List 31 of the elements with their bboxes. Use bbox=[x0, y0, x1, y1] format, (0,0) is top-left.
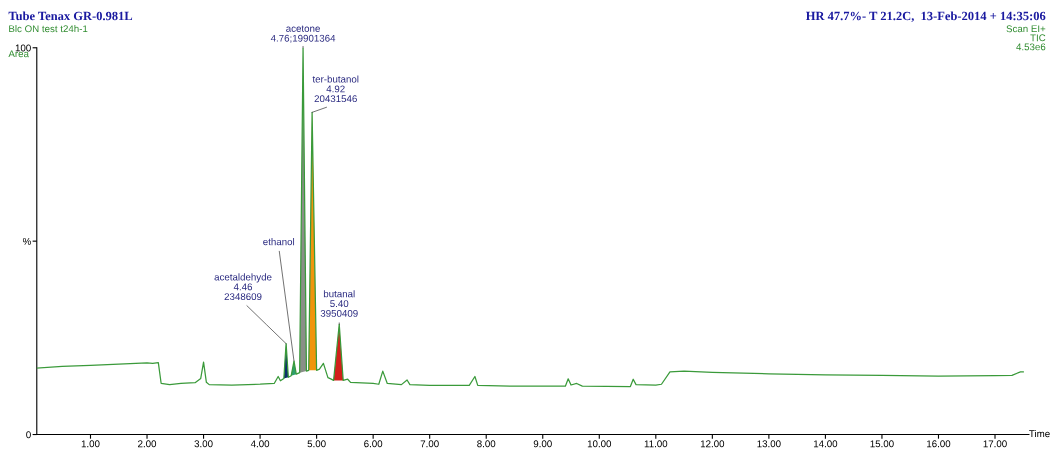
x-tick-label: 2.00 bbox=[138, 440, 157, 448]
annotation: Scan EI+ TIC 4.53e6 bbox=[1006, 25, 1046, 51]
x-tick-label: 13.00 bbox=[757, 440, 781, 448]
chart-subtitle: Blc ON test t24h-1 bbox=[9, 25, 88, 33]
x-tick-label: 9.00 bbox=[533, 440, 552, 448]
y-tick-label: 0 bbox=[26, 431, 31, 439]
x-tick-label: 15.00 bbox=[870, 440, 894, 448]
x-axis-title: Time bbox=[1029, 429, 1050, 438]
y-tick-label: % bbox=[22, 237, 31, 245]
x-tick-label: 14.00 bbox=[813, 440, 838, 448]
x-tick-label: 16.00 bbox=[927, 440, 951, 448]
annotation: ethanol bbox=[263, 238, 295, 246]
annotation: ter-butanol 4.92 20431546 bbox=[312, 75, 359, 103]
annotation: butanal 5.40 3950409 bbox=[320, 290, 358, 317]
x-tick-label: 8.00 bbox=[477, 440, 496, 448]
x-tick-label: 5.00 bbox=[307, 440, 326, 448]
annotation: acetone 4.76;19901364 bbox=[270, 25, 336, 43]
x-tick-label: 10.00 bbox=[587, 440, 612, 448]
x-tick-label: 1.00 bbox=[81, 440, 100, 448]
x-tick-label: 17.00 bbox=[983, 440, 1007, 448]
text: HR 47.7%- T 21.2C, 13-Feb-2014 + 14:35:06 bbox=[805, 11, 1046, 22]
chart-title: Tube Tenax GR-0.981L bbox=[8, 11, 133, 21]
x-tick-label: 3.00 bbox=[194, 440, 213, 448]
x-tick-label: 11.00 bbox=[644, 440, 668, 448]
x-tick-label: 12.00 bbox=[700, 440, 725, 448]
y-tick-label: 100 bbox=[15, 44, 31, 52]
annotation: acetaldehyde 4.46 2348609 bbox=[214, 273, 272, 301]
text: Area bbox=[8, 50, 29, 58]
x-tick-label: 7.00 bbox=[420, 440, 439, 448]
x-tick-label: 6.00 bbox=[364, 440, 383, 448]
x-tick-label: 4.00 bbox=[250, 440, 270, 448]
